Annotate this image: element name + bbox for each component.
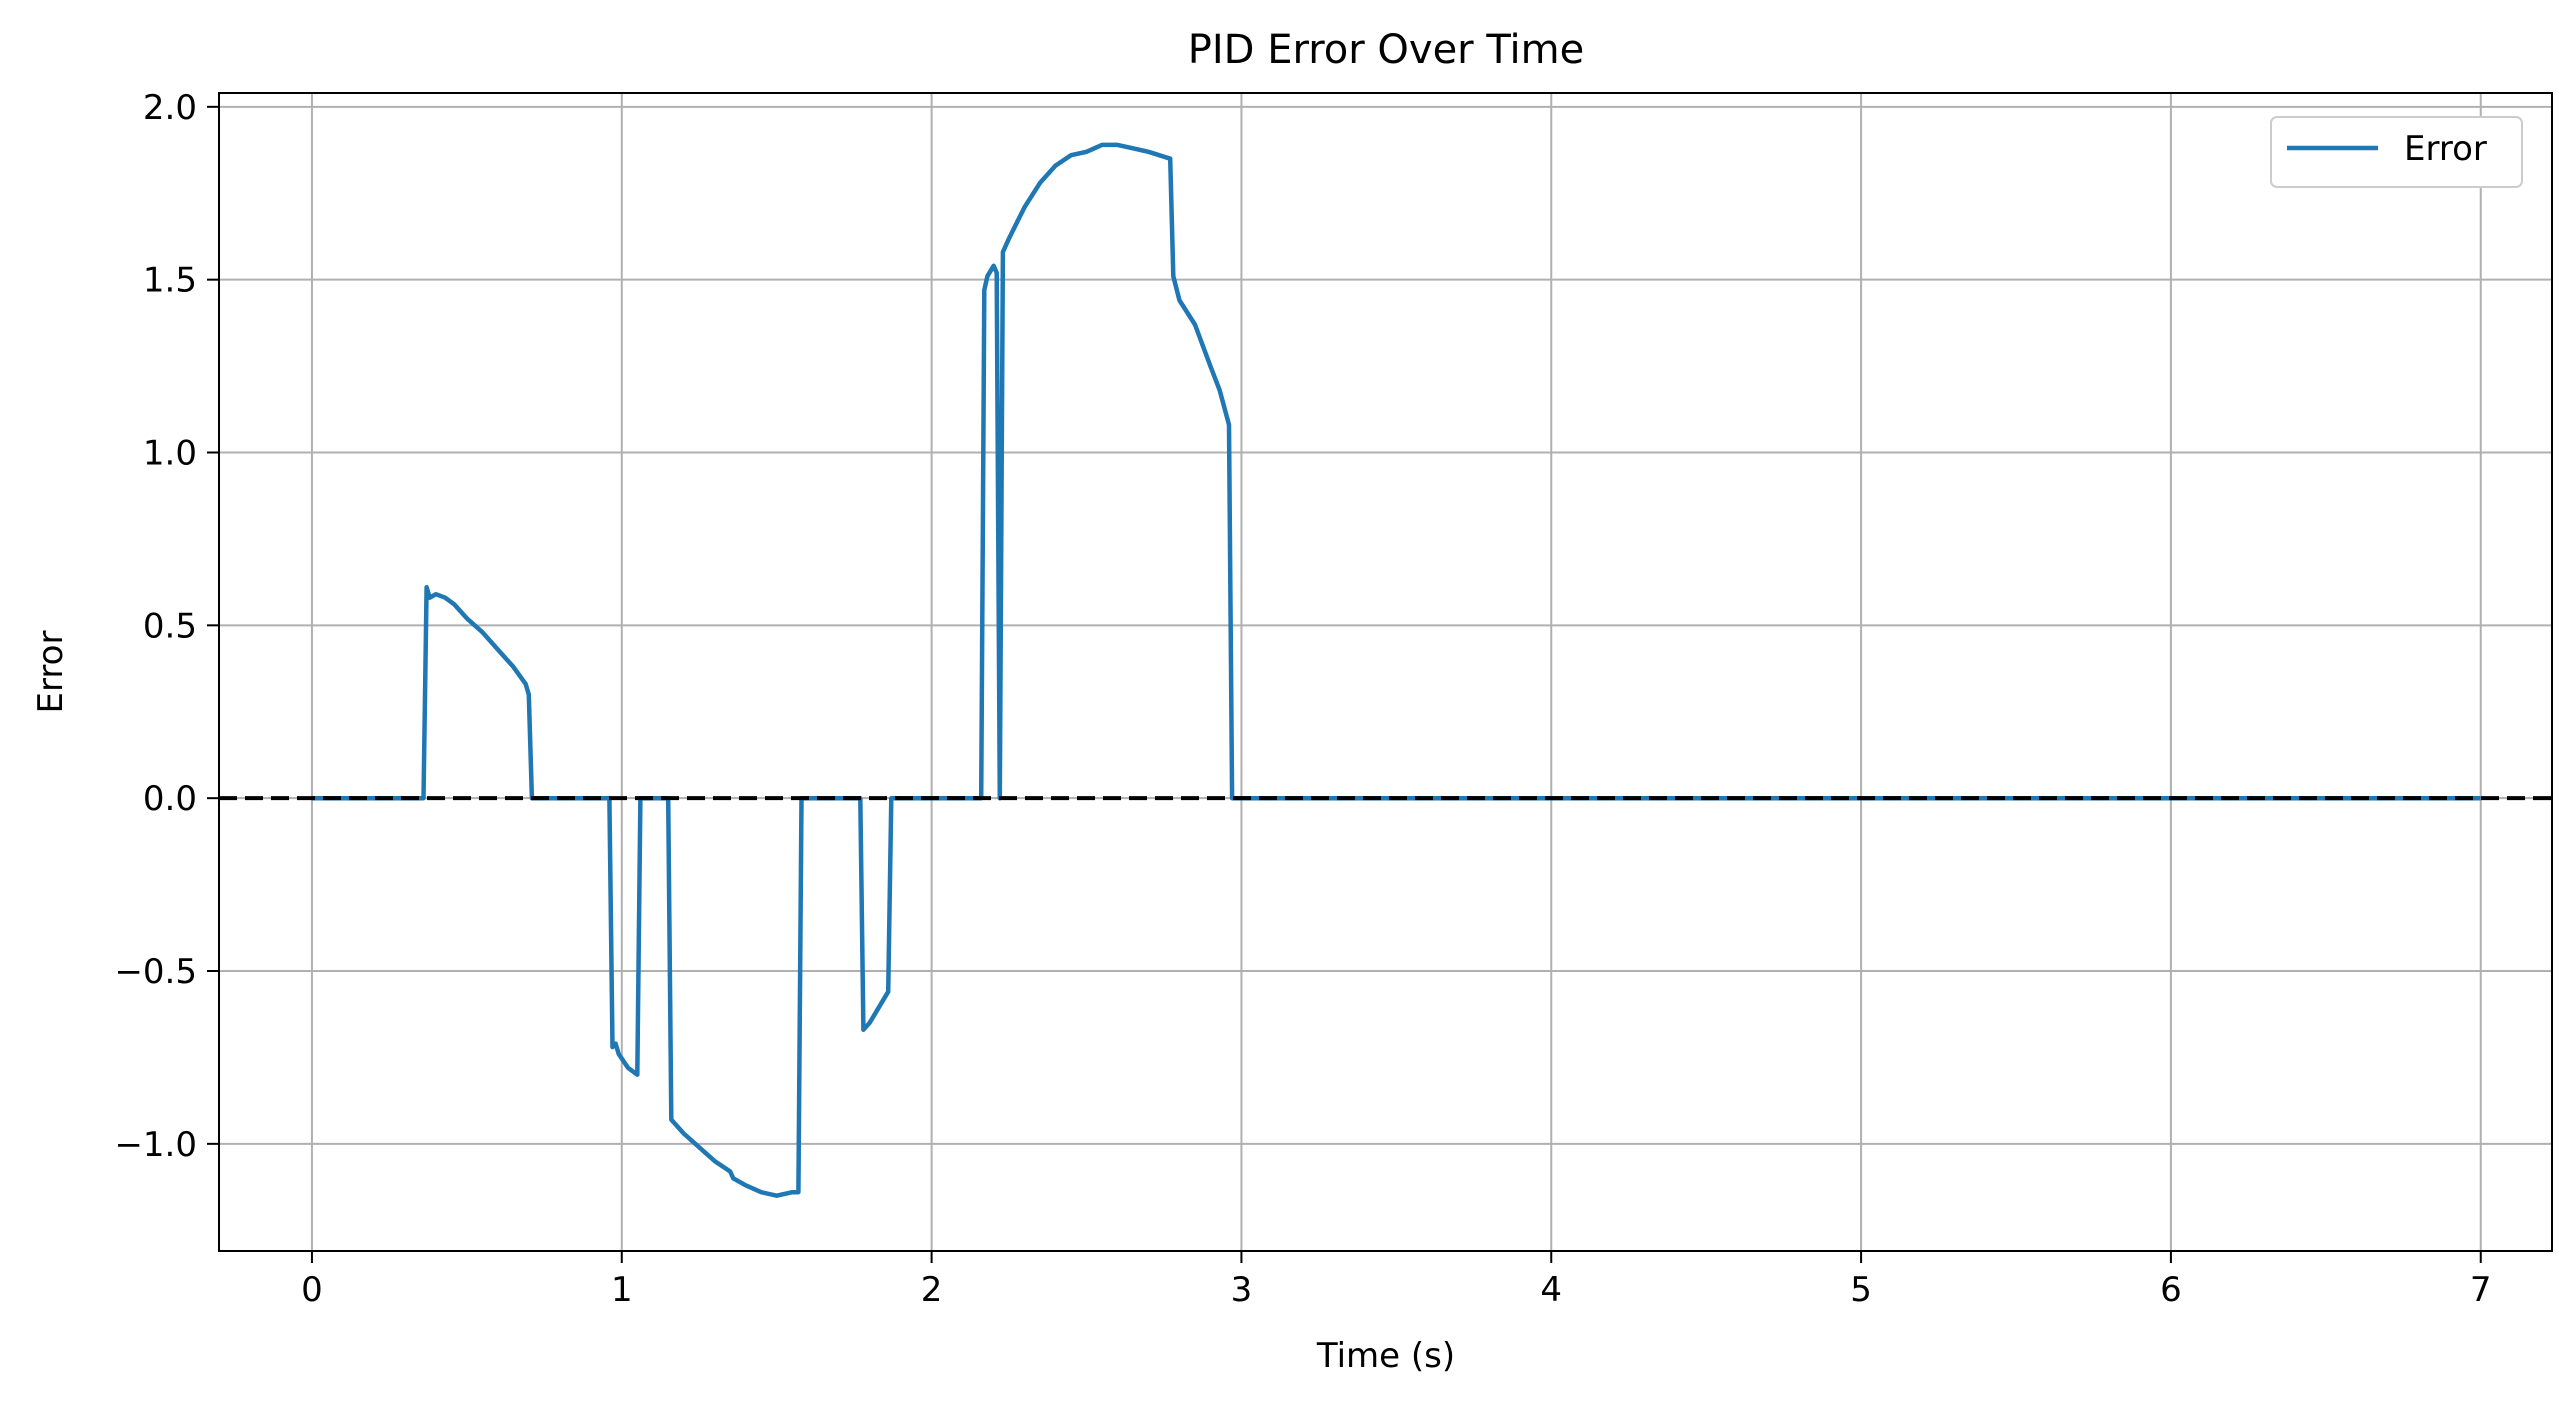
y-axis: −1.0 −0.5 0.0 0.5 1.0 1.5 2.0 <box>114 88 219 1165</box>
series-line-error <box>311 142 2481 1198</box>
y-tick-label: 0.0 <box>143 779 197 819</box>
x-tick-label: 7 <box>2470 1270 2492 1310</box>
x-axis: 0 1 2 3 4 5 6 7 <box>301 1251 2492 1310</box>
x-tick-label: 4 <box>1540 1270 1562 1310</box>
y-tick-label: 1.0 <box>143 433 197 473</box>
x-axis-label: Time (s) <box>1316 1336 1455 1376</box>
x-tick-label: 5 <box>1850 1270 1872 1310</box>
y-tick-label: −0.5 <box>114 952 197 992</box>
y-tick-label: 2.0 <box>143 88 197 128</box>
y-axis-label: Error <box>31 631 71 714</box>
x-tick-label: 6 <box>2160 1270 2182 1310</box>
x-tick-label: 1 <box>611 1270 633 1310</box>
x-tick-label: 2 <box>921 1270 943 1310</box>
x-tick-label: 0 <box>301 1270 323 1310</box>
legend-box <box>2270 116 2523 188</box>
plot-frame <box>218 92 2553 1252</box>
x-tick-label: 3 <box>1231 1270 1253 1310</box>
y-tick-label: 0.5 <box>143 606 197 646</box>
y-tick-label: −1.0 <box>114 1125 197 1165</box>
legend-label: Error <box>2404 129 2487 169</box>
series-group <box>311 142 2481 1198</box>
legend: Error <box>2270 116 2523 188</box>
chart-title: PID Error Over Time <box>1188 27 1584 73</box>
y-tick-label: 1.5 <box>143 261 197 301</box>
plot-area <box>219 93 2552 1251</box>
